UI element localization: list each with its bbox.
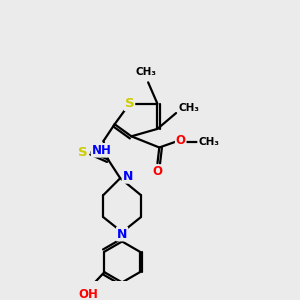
Text: NH: NH	[92, 144, 112, 157]
Text: OH: OH	[79, 288, 98, 300]
Text: N: N	[122, 170, 133, 183]
Text: S: S	[78, 146, 88, 159]
Text: O: O	[176, 134, 186, 146]
Text: CH₃: CH₃	[198, 137, 219, 147]
Text: S: S	[125, 97, 134, 110]
Text: CH₃: CH₃	[178, 103, 200, 113]
Text: O: O	[152, 165, 162, 178]
Text: N: N	[117, 227, 127, 241]
Text: CH₃: CH₃	[136, 67, 157, 77]
